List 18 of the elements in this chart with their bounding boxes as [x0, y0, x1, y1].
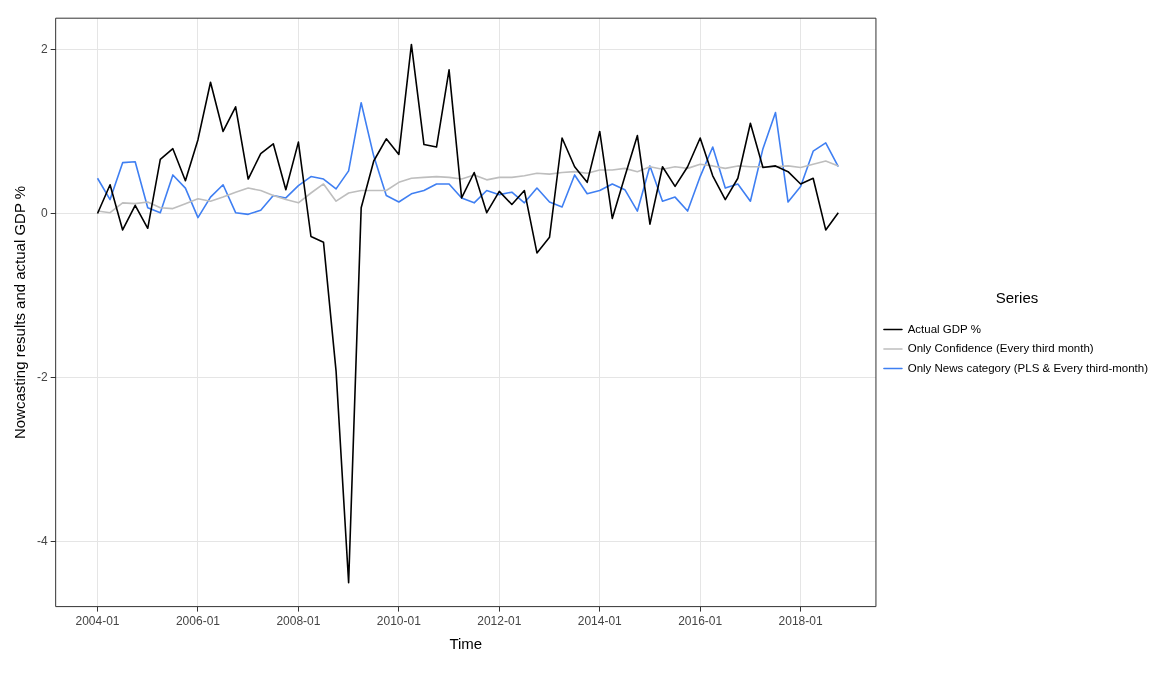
x-tick-label: 2014-01 — [577, 614, 623, 629]
x-tick-label: 2018-01 — [778, 614, 823, 629]
x-tick-label: 2004-01 — [75, 614, 120, 629]
x-axis-title: Time — [449, 635, 483, 653]
legend-title: Series — [995, 289, 1039, 307]
legend-label: Actual GDP % — [907, 322, 981, 335]
x-tick-label: 2016-01 — [678, 614, 723, 629]
x-tick-label: 2010-01 — [376, 614, 422, 629]
legend-label: Only Confidence (Every third month) — [907, 342, 1094, 355]
x-tick-label: 2008-01 — [276, 614, 321, 629]
legend-label: Only News category (PLS & Every third-month) — [907, 361, 1149, 374]
x-tick-label: 2006-01 — [175, 614, 221, 629]
y-tick-label: 0 — [40, 205, 48, 220]
y-tick-label: -2 — [37, 369, 48, 384]
y-tick-label: -4 — [37, 534, 48, 549]
x-tick-label: 2012-01 — [477, 614, 522, 629]
y-tick-label: 2 — [40, 41, 48, 56]
y-axis-title: Nowcasting results and actual GDP % — [11, 185, 29, 439]
